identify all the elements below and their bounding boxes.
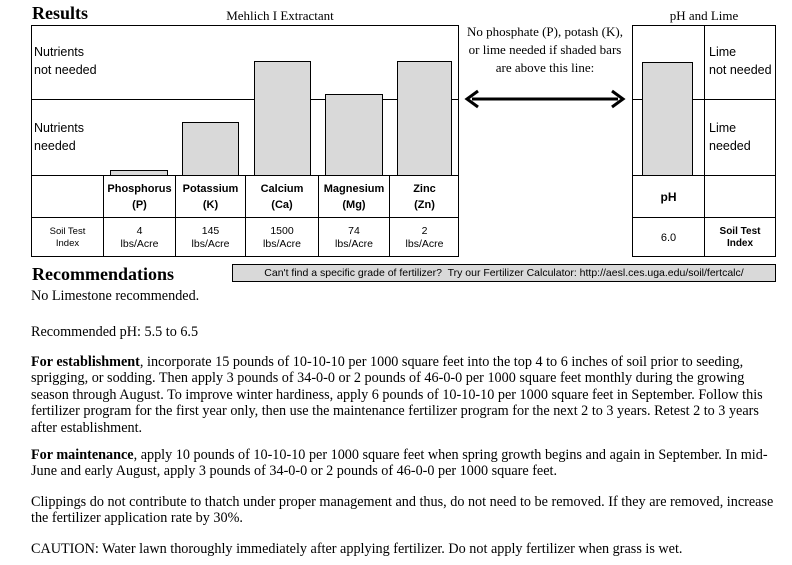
- nutrient-name: Magnesium: [323, 182, 385, 195]
- potassium-value: 145 lbs/Acre: [176, 218, 245, 257]
- phosphorus-bar: [110, 170, 168, 176]
- lime-needed-label: Lime needed: [709, 121, 751, 153]
- nutrients-not-needed-label: Nutrients not needed: [34, 45, 97, 77]
- value-number: 4: [136, 224, 143, 237]
- magnesium-bar: [325, 94, 383, 176]
- nutrient-symbol: (Zn): [414, 198, 435, 211]
- potassium-header: Potassium (K): [176, 176, 245, 217]
- maintenance-paragraph: For maintenance, apply 10 pounds of 10-1…: [31, 447, 781, 480]
- recommendations-title: Recommendations: [32, 264, 174, 284]
- zinc-bar: [397, 61, 452, 176]
- table-col-divider: [245, 175, 246, 257]
- sufficiency-line: [31, 99, 459, 100]
- value-unit: lbs/Acre: [405, 237, 444, 250]
- nutrient-symbol: (Ca): [271, 198, 293, 211]
- ph-bar: [642, 62, 693, 176]
- value-number: 1500: [270, 224, 294, 237]
- results-title: Results: [32, 3, 89, 23]
- table-col-divider: [175, 175, 176, 257]
- caution-paragraph: CAUTION: Water lawn thoroughly immediate…: [31, 541, 683, 557]
- value-unit: lbs/Acre: [263, 237, 301, 250]
- value-unit: lbs/Acre: [191, 237, 230, 250]
- maintenance-text: , apply 10 pounds of 10-10-10 per 1000 s…: [31, 447, 768, 480]
- ph-soil-test-index-label: Soil Test Index: [719, 225, 761, 249]
- ph-value: 6.0: [660, 231, 677, 244]
- nutrient-symbol: (Mg): [342, 198, 366, 211]
- establishment-paragraph: For establishment, incorporate 15 pounds…: [31, 354, 781, 436]
- phosphorus-header: Phosphorus (P): [104, 176, 175, 217]
- zinc-header: Zinc (Zn): [390, 176, 459, 217]
- magnesium-value: 74 lbs/Acre: [319, 218, 389, 257]
- nutrient-symbol: (K): [202, 198, 219, 211]
- clippings-paragraph: Clippings do not contribute to thatch un…: [31, 494, 774, 527]
- table-col-divider: [103, 175, 104, 257]
- nutrients-needed-label: Nutrients needed: [34, 121, 85, 153]
- nutrient-symbol: (P): [132, 198, 147, 211]
- nutrient-name: Zinc: [413, 182, 436, 195]
- establishment-text: , incorporate 15 pounds of 10-10-10 per …: [31, 354, 763, 436]
- calcium-bar: [254, 61, 311, 176]
- soil-test-index-label: Soil Test Index: [49, 225, 86, 249]
- phosphorus-value: 4 lbs/Acre: [104, 218, 175, 257]
- recommended-ph-text: Recommended pH: 5.5 to 6.5: [31, 324, 199, 340]
- magnesium-header: Magnesium (Mg): [319, 176, 389, 217]
- nutrient-name: Phosphorus: [107, 182, 172, 195]
- calcium-value: 1500 lbs/Acre: [246, 218, 318, 257]
- value-unit: lbs/Acre: [120, 237, 159, 250]
- zinc-value: 2 lbs/Acre: [390, 218, 459, 257]
- ph-col-divider: [704, 25, 705, 257]
- sufficiency-note: No phosphate (P), potash (K), or lime ne…: [467, 24, 623, 75]
- value-unit: lbs/Acre: [335, 237, 373, 250]
- double-arrow-icon: [464, 89, 626, 109]
- potassium-bar: [182, 122, 239, 176]
- fertilizer-calculator-note: Can't find a specific grade of fertilize…: [232, 264, 776, 282]
- table-col-divider: [318, 175, 319, 257]
- nutrient-name: Calcium: [260, 182, 304, 195]
- value-number: 74: [348, 224, 360, 237]
- limestone-text: No Limestone recommended.: [31, 288, 200, 304]
- establishment-lead: For establishment: [31, 354, 140, 370]
- maintenance-lead: For maintenance: [31, 447, 134, 463]
- calcium-header: Calcium (Ca): [246, 176, 318, 217]
- ph-lime-title: pH and Lime: [669, 8, 739, 23]
- value-number: 145: [201, 224, 220, 237]
- nutrient-name: Potassium: [182, 182, 239, 195]
- extractant-label: Mehlich I Extractant: [226, 8, 334, 23]
- table-col-divider: [389, 175, 390, 257]
- ph-header: pH: [660, 189, 677, 204]
- value-number: 2: [421, 224, 428, 237]
- lime-not-needed-label: Lime not needed: [709, 45, 772, 77]
